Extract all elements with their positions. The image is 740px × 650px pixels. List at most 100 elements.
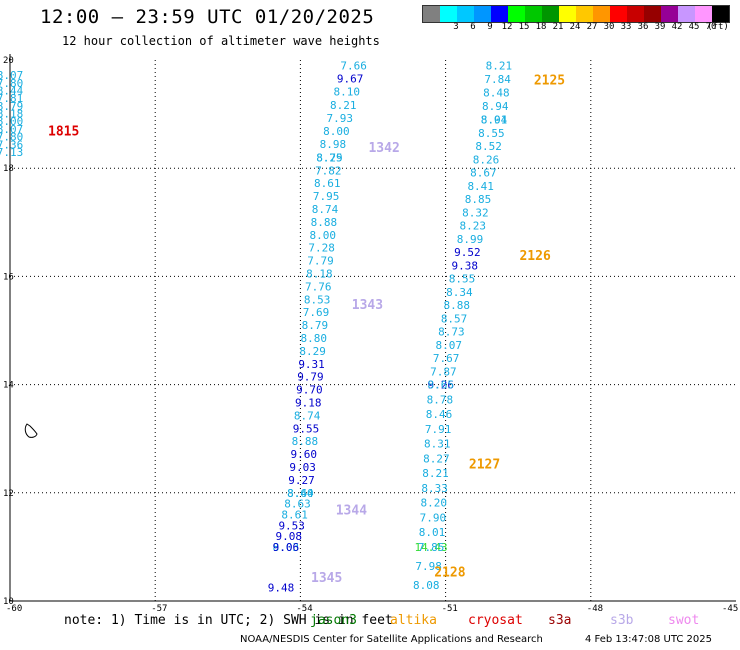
wave-height-value: 8.80: [301, 332, 328, 345]
axis-tick-labels: -60 -57 -54 -51 -48 -45 20 18 16 14 12 10: [3, 56, 738, 614]
colorbar-tick-label: 33: [620, 22, 632, 32]
pass-time-label: 1344: [336, 503, 367, 518]
satellite-legend-cryosat: cryosat: [468, 613, 523, 628]
pass-time-label: 2125: [534, 73, 565, 88]
colorbar-tick-label: 27: [586, 22, 598, 32]
satellite-legend-swot: swot: [668, 613, 700, 628]
lat-tick-label: 16: [3, 272, 14, 282]
wave-height-value: 8.73: [438, 326, 465, 339]
wave-height-value: 7.87: [430, 365, 457, 378]
wave-height-value: 8.44: [287, 487, 314, 500]
colorbar-tick-label: 12: [501, 22, 513, 32]
wave-height-value: 7.76: [305, 280, 332, 293]
wave-height-value: 9.38: [451, 259, 478, 272]
colorbar-swatch: [542, 6, 559, 22]
credit-text: NOAA/NESDIS Center for Satellite Applica…: [240, 634, 543, 645]
wave-height-value: 8.32: [462, 206, 489, 219]
wave-height-value: 7.84: [484, 73, 511, 86]
wave-height-value: 8.88: [292, 435, 319, 448]
colorbar-swatch: [610, 6, 627, 22]
colorbar-tick-label: 45: [688, 22, 700, 32]
satellite-legend-altika: altika: [390, 613, 437, 628]
wave-height-value: 14.43: [415, 541, 448, 554]
colorbar-swatch: [491, 6, 508, 22]
lat-tick-label: 18: [3, 164, 14, 174]
wave-height-value: 8.91: [481, 114, 508, 127]
wave-height-value: 8.21: [330, 99, 357, 112]
wave-height-value: 9.48: [268, 581, 295, 594]
wave-height-value: 8.98: [320, 138, 347, 151]
wave-height-value: 8.53: [304, 293, 331, 306]
wave-height-value: 8.79: [316, 151, 343, 164]
wave-height-value: 8.31: [424, 438, 451, 451]
colorbar-swatch: [457, 6, 474, 22]
colorbar-swatch: [440, 6, 457, 22]
colorbar-labels: 3 6 9 12 15 18 21 24 27 30 33 36 39 42 45 70 (ft): [422, 22, 729, 34]
wave-height-value: 8.00: [309, 229, 336, 242]
wave-height-value: 8.88: [311, 216, 338, 229]
page-title: 12:00 – 23:59 UTC 01/20/2025: [40, 6, 375, 28]
pass-time-label: 2128: [434, 566, 465, 581]
wave-height-value: 9.79: [297, 371, 324, 384]
wave-height-value: 8.61: [314, 177, 341, 190]
wave-height-value: 8.10: [333, 86, 360, 99]
wave-height-value: 8.44: [0, 85, 24, 98]
wave-height-value: 9.53: [278, 519, 305, 532]
wave-height-value: 8.78: [427, 393, 454, 406]
lon-tick-label: -57: [151, 604, 167, 614]
satellite-legend-jason3: jason3: [310, 613, 357, 628]
wave-height-value: 7.28: [308, 242, 335, 255]
wave-height-value: 8.67: [470, 167, 497, 180]
wave-height-value: 8.21: [486, 59, 513, 72]
wave-height-value: 7.85: [418, 541, 445, 554]
wave-height-value: 8.07: [435, 339, 462, 352]
wave-height-value: 8.55: [449, 273, 476, 286]
colorbar-swatch: [627, 6, 644, 22]
wave-height-value: 8.74: [294, 409, 321, 422]
wave-height-value: 8.61: [281, 508, 308, 521]
wave-height-value: 8.23: [459, 220, 486, 233]
wave-height-value: 7.80: [0, 131, 23, 144]
wave-height-value: 7.36: [0, 138, 23, 151]
wave-height-value: 7.98: [415, 560, 442, 573]
wave-height-value: 8.07: [0, 123, 23, 136]
colorbar-swatch: [576, 6, 593, 22]
lat-tick-label: 10: [3, 597, 14, 607]
wave-height-value: 8.79: [0, 100, 23, 113]
colorbar-swatch: [678, 6, 695, 22]
lat-tick-label: 14: [3, 381, 14, 391]
colorbar-swatch: [423, 6, 440, 22]
wave-height-value: 8.41: [467, 180, 494, 193]
lon-tick-label: -60: [6, 604, 22, 614]
wave-height-value: 9.08: [276, 530, 303, 543]
wave-height-value: 8.07: [0, 69, 23, 82]
wave-height-value: 8.99: [457, 233, 484, 246]
wave-height-value: 7.13: [0, 146, 23, 159]
wave-height-value: 8.63: [284, 498, 311, 511]
colorbar-tick-label: 3: [453, 22, 459, 32]
colorbar-tick-label: 39: [654, 22, 666, 32]
wave-height-value: 7.82: [315, 164, 342, 177]
wave-height-value: 8.85: [465, 193, 492, 206]
wave-height-value: 8.25: [316, 151, 343, 164]
lon-tick-label: -48: [587, 604, 603, 614]
wave-height-value: 8.26: [473, 153, 500, 166]
wave-height-value: 8.00: [323, 125, 350, 138]
wave-height-value: 8.04: [481, 114, 508, 127]
note-text: note: 1) Time is in UTC; 2) SWH is in fe…: [64, 613, 393, 628]
lat-tick-label: 12: [3, 489, 14, 499]
colorbar-tick-label: 15: [518, 22, 530, 32]
wave-height-value: 8.94: [482, 100, 509, 113]
colorbar-tick-label: 30: [603, 22, 615, 32]
colorbar-swatch: [644, 6, 661, 22]
wave-height-value: 7.95: [313, 190, 340, 203]
wave-height-value: 9.70: [296, 384, 323, 397]
wave-height-value: 8.60: [287, 487, 314, 500]
wave-height-value: 9.55: [293, 422, 320, 435]
colorbar-tick-label: 18: [535, 22, 547, 32]
altimeter-passes: 8.077.808.447.818.798.188.008.077.807.36…: [0, 59, 565, 594]
colorbar-tick-label: 21: [552, 22, 564, 32]
wave-height-colorbar: [422, 5, 730, 23]
colorbar-swatch: [712, 6, 729, 22]
